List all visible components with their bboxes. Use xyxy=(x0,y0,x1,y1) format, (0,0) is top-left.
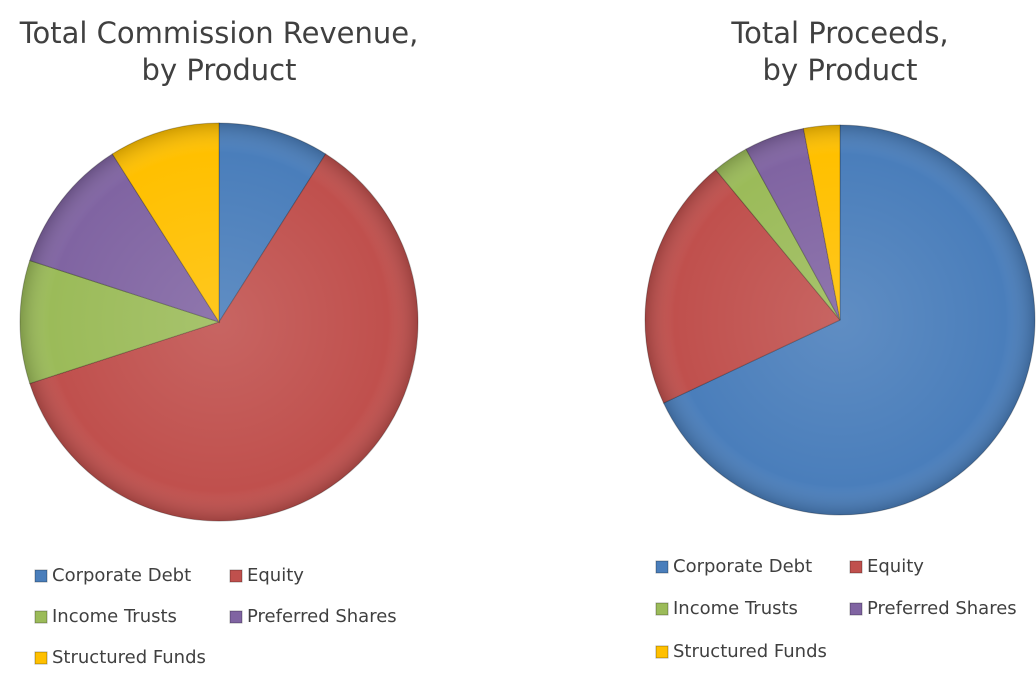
chart-title: by Product xyxy=(142,53,297,87)
legend-marker xyxy=(34,610,48,624)
legend-marker xyxy=(849,602,863,616)
chart-title: Total Commission Revenue, xyxy=(19,16,419,50)
legend-marker xyxy=(229,610,243,624)
legend-marker xyxy=(655,645,669,659)
legend-label: Preferred Shares xyxy=(247,606,397,627)
legend-label: Income Trusts xyxy=(52,606,177,627)
legend-marker xyxy=(34,569,48,583)
legend-marker xyxy=(229,569,243,583)
legend-label: Corporate Debt xyxy=(673,556,812,577)
legend-marker xyxy=(655,560,669,574)
legend-label: Preferred Shares xyxy=(867,598,1017,619)
legend-label: Structured Funds xyxy=(52,647,206,668)
legend-label: Equity xyxy=(247,565,304,586)
legend-label: Structured Funds xyxy=(673,641,827,662)
chart-title: by Product xyxy=(763,53,918,87)
legend-label: Equity xyxy=(867,556,924,577)
legend-marker xyxy=(849,560,863,574)
legend-label: Income Trusts xyxy=(673,598,798,619)
legend-marker xyxy=(34,651,48,665)
legend-marker xyxy=(655,602,669,616)
chart-title: Total Proceeds, xyxy=(730,16,948,50)
legend-label: Corporate Debt xyxy=(52,565,191,586)
